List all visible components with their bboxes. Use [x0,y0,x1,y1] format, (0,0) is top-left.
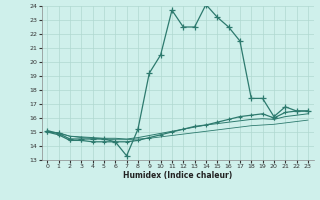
X-axis label: Humidex (Indice chaleur): Humidex (Indice chaleur) [123,171,232,180]
